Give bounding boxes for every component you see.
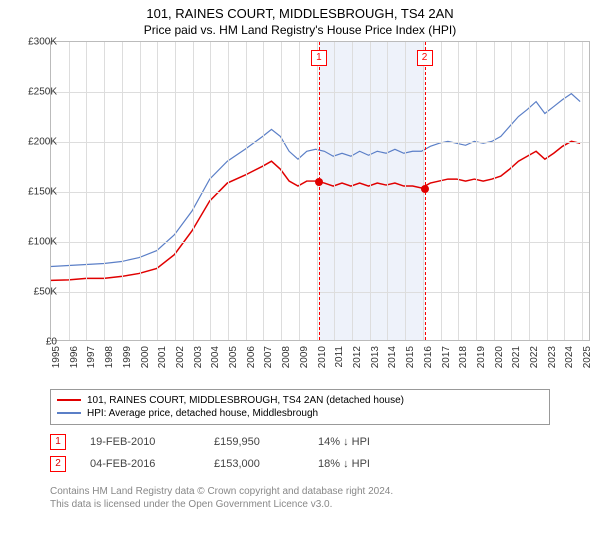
chart-subtitle: Price paid vs. HM Land Registry's House … [0,23,600,41]
transaction-diff: 14% ↓ HPI [318,436,418,448]
y-axis-label: £300K [11,36,57,47]
transaction-marker-line [319,42,320,340]
footer-line: This data is licensed under the Open Gov… [50,498,590,511]
plot-area: £0£50K£100K£150K£200K£250K£300K199519961… [50,41,590,341]
gridline-vertical [370,42,371,340]
gridline-vertical [441,42,442,340]
chart-container: 101, RAINES COURT, MIDDLESBROUGH, TS4 2A… [0,0,600,560]
gridline-vertical [547,42,548,340]
legend-box: 101, RAINES COURT, MIDDLESBROUGH, TS4 2A… [50,389,550,425]
gridline-vertical [140,42,141,340]
transaction-row: 1 19-FEB-2010 £159,950 14% ↓ HPI [50,431,590,453]
legend-item: 101, RAINES COURT, MIDDLESBROUGH, TS4 2A… [57,394,543,407]
gridline-vertical [529,42,530,340]
chart-area: £0£50K£100K£150K£200K£250K£300K199519961… [40,41,600,381]
gridline-vertical [69,42,70,340]
gridline-vertical [494,42,495,340]
transactions-table: 1 19-FEB-2010 £159,950 14% ↓ HPI 2 04-FEB-201… [50,431,590,475]
legend-item: HPI: Average price, detached house, Midd… [57,407,543,420]
gridline-vertical [582,42,583,340]
gridline-vertical [246,42,247,340]
gridline-vertical [104,42,105,340]
gridline-vertical [122,42,123,340]
transaction-row-badge: 1 [50,434,66,450]
legend-swatch [57,399,81,401]
gridline-horizontal [51,192,589,193]
transaction-point [421,185,429,193]
gridline-vertical [281,42,282,340]
y-axis-label: £200K [11,136,57,147]
gridline-vertical [228,42,229,340]
transaction-point [315,178,323,186]
transaction-date: 04-FEB-2016 [90,458,190,470]
transaction-marker-badge: 2 [417,50,433,66]
gridline-vertical [334,42,335,340]
gridline-vertical [157,42,158,340]
gridline-vertical [458,42,459,340]
transaction-row-badge: 2 [50,456,66,472]
transaction-row: 2 04-FEB-2016 £153,000 18% ↓ HPI [50,453,590,475]
gridline-vertical [564,42,565,340]
transaction-date: 19-FEB-2010 [90,436,190,448]
y-axis-label: £250K [11,86,57,97]
gridline-horizontal [51,142,589,143]
chart-title: 101, RAINES COURT, MIDDLESBROUGH, TS4 2A… [0,0,600,23]
gridline-vertical [193,42,194,340]
gridline-vertical [476,42,477,340]
legend-label: HPI: Average price, detached house, Midd… [87,408,318,419]
gridline-vertical [86,42,87,340]
gridline-vertical [387,42,388,340]
gridline-horizontal [51,242,589,243]
transaction-price: £159,950 [214,436,294,448]
gridline-vertical [299,42,300,340]
y-axis-label: £100K [11,236,57,247]
legend-swatch [57,412,81,414]
y-axis-label: £50K [11,286,57,297]
transaction-diff: 18% ↓ HPI [318,458,418,470]
gridline-vertical [405,42,406,340]
gridline-vertical [175,42,176,340]
transaction-price: £153,000 [214,458,294,470]
legend-label: 101, RAINES COURT, MIDDLESBROUGH, TS4 2A… [87,395,404,406]
gridline-vertical [511,42,512,340]
gridline-vertical [210,42,211,340]
gridline-vertical [317,42,318,340]
y-axis-label: £150K [11,186,57,197]
footer-attribution: Contains HM Land Registry data © Crown c… [50,485,590,511]
footer-line: Contains HM Land Registry data © Crown c… [50,485,590,498]
transaction-marker-badge: 1 [311,50,327,66]
gridline-vertical [352,42,353,340]
line-series-svg [51,42,589,340]
gridline-horizontal [51,92,589,93]
gridline-vertical [263,42,264,340]
gridline-horizontal [51,292,589,293]
